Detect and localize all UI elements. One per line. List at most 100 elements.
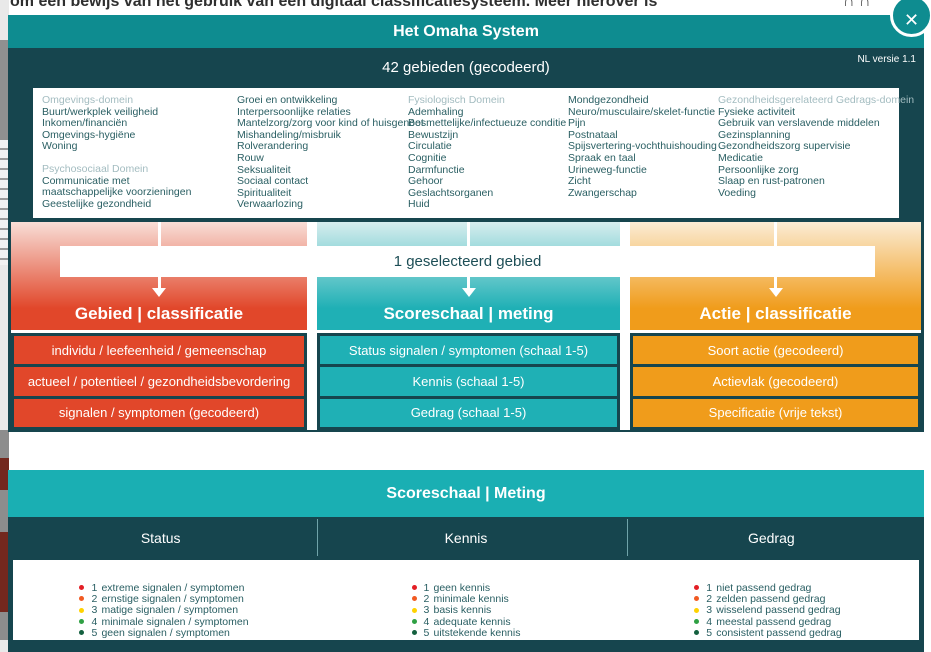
score-legend-column-status: 1 extreme signalen / symptomen 2 ernstige s… xyxy=(13,582,315,640)
domain-item: Pijn xyxy=(568,117,586,130)
scale-level-label: wisselend passend gedrag xyxy=(716,604,841,617)
domain-item: Huid xyxy=(408,198,430,211)
flow-arrow-line xyxy=(157,277,161,289)
scale-level-bullet xyxy=(79,585,85,591)
score-scale-row: 2 minimale kennis xyxy=(411,592,521,605)
score-column-label-status: Status xyxy=(140,529,181,546)
flow-arrow-line xyxy=(467,277,470,289)
scale-level-label: extreme signalen / symptomen xyxy=(101,581,245,594)
background-fragment xyxy=(0,458,9,490)
domain-item: maatschappelijke voorzieningen xyxy=(42,186,192,199)
domain-item: Bewustzijn xyxy=(408,128,459,141)
domain-item: Voeding xyxy=(718,186,756,199)
version-label: NL versie 1.1 xyxy=(857,54,916,65)
scale-level-bullet xyxy=(79,630,85,636)
gebied-button-3[interactable]: signalen / symptomen (gecodeerd) xyxy=(14,398,304,427)
gebied-button-group: individu / leefeenheid / gemeenschap act… xyxy=(11,333,307,430)
scale-level-number: 4 xyxy=(423,615,430,628)
scale-level-bullet xyxy=(411,630,417,636)
score-scale-row: 1 geen kennis xyxy=(411,581,521,594)
down-arrow-icon xyxy=(461,288,476,297)
domain-item: Buurt/werkplek veiligheid xyxy=(42,105,159,118)
scale-level-number: 1 xyxy=(91,581,98,594)
score-scale-row: 3 wisselend passend gedrag xyxy=(694,604,842,617)
score-column-label-kennis: Kennis xyxy=(444,529,488,546)
scale-level-number: 3 xyxy=(706,604,713,617)
actie-button-2[interactable]: Actievlak (gecodeerd) xyxy=(633,367,918,396)
domain-item: Fysieke activiteit xyxy=(718,105,796,118)
score-legend: 1 extreme signalen / symptomen 2 ernstige s… xyxy=(13,560,919,640)
domain-item: Spiritualiteit xyxy=(237,186,292,199)
scale-level-bullet xyxy=(411,596,417,602)
scale-level-number: 4 xyxy=(706,615,713,628)
background-fragment xyxy=(0,430,9,458)
domain-column: Omgevings-domein Buurt/werkplek veilighei… xyxy=(42,94,192,210)
domain-group-header: Fysiologisch Domein xyxy=(408,94,505,106)
domain-item: Mondgezondheid xyxy=(568,94,649,106)
scale-level-label: consistent passend gedrag xyxy=(716,626,842,639)
close-button[interactable]: ✕ xyxy=(890,0,931,37)
scale-level-number: 1 xyxy=(706,581,713,594)
domain-item: Groei en ontwikkeling xyxy=(237,94,338,106)
actie-button-3[interactable]: Specificatie (vrije tekst) xyxy=(633,398,918,427)
background-left-sliver xyxy=(0,0,9,652)
domain-item: Zwangerschap xyxy=(568,186,637,199)
domain-column: Gezondheidsgerelateerd Gedrags-domein Fys… xyxy=(718,94,914,199)
score-legend-list: 1 niet passend gedrag 2 zelden passend gedr… xyxy=(694,582,842,640)
domain-column: Fysiologisch Domein Ademhaling Besmettelij… xyxy=(408,94,566,211)
score-scale-row: 3 matige signalen / symptomen xyxy=(79,604,248,617)
scale-level-label: meestal passend gedrag xyxy=(716,615,832,628)
domain-item: Interpersoonlijke relaties xyxy=(237,105,351,118)
score-scale-panel: Scoreschaal | Meting Status Kennis Gedra… xyxy=(8,470,924,652)
scale-level-number: 3 xyxy=(423,604,430,617)
scale-level-bullet xyxy=(694,630,700,636)
domain-item: Neuro/musculaire/skelet-functie xyxy=(568,105,716,118)
domain-column: Mondgezondheid Neuro/musculaire/skelet-fu… xyxy=(568,94,717,199)
domain-item: Geslachtsorganen xyxy=(408,186,494,199)
scale-level-number: 5 xyxy=(423,626,430,639)
scale-level-number: 4 xyxy=(91,615,98,628)
domain-item: Darmfunctie xyxy=(408,163,465,176)
scale-level-bullet xyxy=(694,596,700,602)
domain-item: Communicatie met xyxy=(42,174,130,187)
scoreschaal-button-group: Status signalen / symptomen (schaal 1-5)… xyxy=(317,333,620,430)
domain-item: Gebruik van verslavende middelen xyxy=(718,117,880,130)
gebied-button-2[interactable]: actueel / potentieel / gezondheidsbevord… xyxy=(14,367,304,396)
domain-item: Rouw xyxy=(237,151,264,164)
domain-item: Slaap en rust-patronen xyxy=(718,175,825,188)
scale-level-label: geen kennis xyxy=(433,581,491,594)
score-scale-row: 4 minimale signalen / symptomen xyxy=(79,615,249,628)
domain-item: Rolverandering xyxy=(237,140,309,153)
scale-level-bullet xyxy=(694,607,700,613)
score-legend-column-gedrag: 1 niet passend gedrag 2 zelden passend gedr… xyxy=(617,582,919,640)
scale-level-number: 2 xyxy=(706,592,713,605)
background-fragment xyxy=(0,490,9,532)
gebied-button-1[interactable]: individu / leefeenheid / gemeenschap xyxy=(14,336,304,365)
score-panel-title: Scoreschaal | Meting xyxy=(8,470,924,517)
background-fragment xyxy=(0,532,9,612)
domain-group-header: Omgevings-domein xyxy=(42,94,134,106)
domain-item: Postnataal xyxy=(568,128,618,141)
scale-level-number: 5 xyxy=(91,626,98,639)
selected-area-band: 1 geselecteerd gebied xyxy=(60,246,875,277)
domain-item: Gezondheidszorg supervisie xyxy=(718,140,851,153)
scoreschaal-button-1[interactable]: Status signalen / symptomen (schaal 1-5) xyxy=(320,336,617,365)
actie-button-1[interactable]: Soort actie (gecodeerd) xyxy=(633,336,918,365)
actie-button-group: Soort actie (gecodeerd) Actievlak (gecod… xyxy=(630,333,921,430)
scale-level-label: niet passend gedrag xyxy=(716,581,812,594)
flow-arrow-line xyxy=(774,277,777,289)
scale-level-label: matige signalen / symptomen xyxy=(101,604,239,617)
domain-column: Groei en ontwikkeling Interpersoonlijke r… xyxy=(237,94,424,211)
background-fragment xyxy=(0,40,9,140)
scale-level-number: 2 xyxy=(423,592,430,605)
scoreschaal-button-3[interactable]: Gedrag (schaal 1-5) xyxy=(320,398,617,427)
scoreschaal-button-2[interactable]: Kennis (schaal 1-5) xyxy=(320,367,617,396)
omaha-system-modal: Het Omaha System 42 gebieden (gecodeerd)… xyxy=(8,0,931,432)
domain-group-header: Psychosociaal Domein xyxy=(42,162,149,175)
background-fragment xyxy=(0,612,9,640)
score-scale-row: 3 basis kennis xyxy=(411,604,521,617)
close-icon: ✕ xyxy=(903,9,920,30)
score-scale-row: 2 zelden passend gedrag xyxy=(694,592,842,605)
flow-arrow-line xyxy=(467,222,470,246)
